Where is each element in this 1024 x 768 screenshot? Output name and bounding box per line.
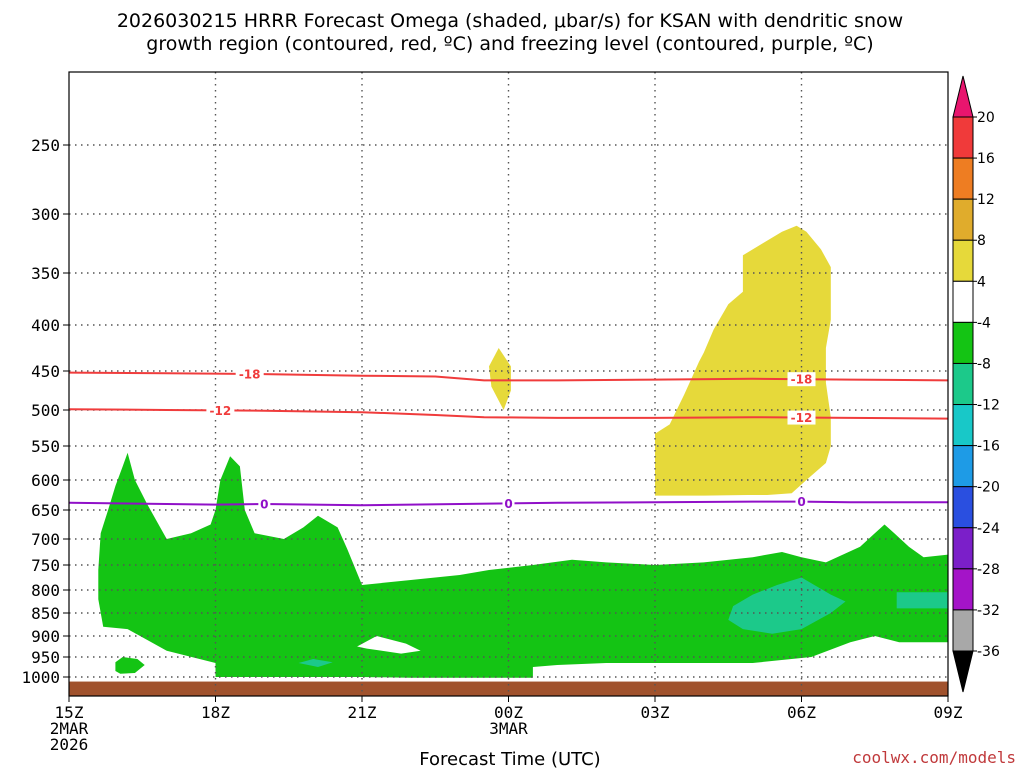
colorbar-box-7 — [952, 362, 974, 406]
colorbar-tick-label-12: -32 — [977, 603, 1000, 619]
terrain-below-surface — [69, 681, 948, 696]
grid-lines — [69, 72, 948, 696]
y-tick-label-950: 950 — [31, 648, 60, 667]
colorbar-box-1 — [952, 116, 974, 159]
x-axis-label: Forecast Time (UTC) — [419, 749, 600, 768]
dgz-minus12-label-0: -12 — [210, 404, 232, 418]
dgz-minus18-label-0: -18 — [239, 368, 261, 382]
colorbar-tick-label-3: 8 — [977, 233, 986, 249]
colorbar-tick-label-9: -20 — [977, 480, 1000, 496]
dgz-minus12-label-1: -12 — [791, 411, 813, 425]
colorbar-tick-label-10: -24 — [977, 521, 1000, 537]
x-tick-year-15Z: 2026 — [50, 735, 89, 754]
chart-title-line-1: 2026030215 HRRR Forecast Omega (shaded, … — [117, 10, 903, 32]
y-tick-label-850: 850 — [31, 604, 60, 623]
dgz-minus18-line — [68, 371, 949, 382]
x-tick-date-15Z: 2MAR — [50, 719, 89, 738]
omega-minus4-surface-blob — [115, 657, 145, 674]
y-tick-label-300: 300 — [31, 205, 60, 224]
colorbar-box-6 — [952, 321, 974, 364]
colorbar-box-5 — [952, 280, 974, 323]
dgz-minus18-label-1: -18 — [791, 373, 813, 387]
colorbar-tick-label-0: 20 — [977, 110, 995, 126]
x-tick-label-15Z: 15Z — [55, 703, 84, 722]
colorbar-box-11 — [952, 527, 974, 570]
freezing-level-0-label-2: 0 — [797, 495, 805, 509]
dgz-minus12-label-bg-1 — [787, 410, 816, 425]
colorbar-tick-label-8: -16 — [977, 439, 1000, 455]
y-tick-label-350: 350 — [31, 264, 60, 283]
colorbar-tick-label-11: -28 — [977, 562, 1000, 578]
colorbar-tick-label-13: -36 — [977, 644, 1000, 660]
freezing-level-0-label-bg-0 — [258, 497, 271, 511]
omega-zero-hole — [357, 636, 421, 654]
y-tick-label-250: 250 — [31, 136, 60, 155]
y-tick-label-650: 650 — [31, 501, 60, 520]
colorbar-box-8 — [952, 404, 974, 447]
freezing-level-0-label-bg-2 — [795, 494, 808, 509]
y-tick-label-750: 750 — [31, 556, 60, 575]
pressure-axis: 250 300 350 400 450 500 550 600 650 700 750 800 850 9… — [21, 136, 69, 687]
colorbar-box-10 — [952, 486, 974, 529]
omega-plus4-upper-cell — [489, 348, 511, 410]
colorbar-tick-label-7: -12 — [977, 398, 1000, 414]
colorbar: 20 16 12 8 4 -4 -8 -12 -16 -20 -24 -28 -32 -36 — [952, 75, 1000, 693]
freezing-level-0-label-1: 0 — [504, 497, 512, 511]
freezing-level-0-label-bg-1 — [502, 496, 515, 511]
x-tick-label-06Z: 06Z — [787, 703, 816, 722]
colorbar-box-9 — [952, 445, 974, 488]
y-tick-label-900: 900 — [31, 627, 60, 646]
y-tick-label-400: 400 — [31, 316, 60, 335]
contour-lines: -18 -18 -12 -12 0 0 0 — [68, 367, 949, 512]
colorbar-min-triangle — [952, 650, 974, 693]
colorbar-tick-label-5: -4 — [977, 315, 991, 331]
y-tick-label-600: 600 — [31, 471, 60, 490]
x-tick-label-18Z: 18Z — [201, 703, 230, 722]
chart-title-line-2: growth region (contoured, red, ºC) and f… — [146, 33, 873, 55]
x-tick-label-21Z: 21Z — [348, 703, 377, 722]
dgz-minus18-label-bg-0 — [235, 367, 264, 382]
colorbar-tick-label-2: 12 — [977, 192, 995, 208]
omega-minus8-mid-cell — [728, 577, 846, 634]
y-tick-label-800: 800 — [31, 581, 60, 600]
omega-minus8-surface-spot — [298, 659, 333, 667]
omega-shading — [69, 225, 948, 696]
y-tick-label-500: 500 — [31, 401, 60, 420]
freezing-level-0-label-0: 0 — [260, 498, 268, 512]
colorbar-box-4 — [952, 239, 974, 282]
y-tick-label-1000: 1000 — [21, 668, 60, 687]
x-tick-label-03Z: 03Z — [641, 703, 670, 722]
x-tick-date-00Z: 3MAR — [489, 719, 528, 738]
colorbar-tick-label-1: 16 — [977, 151, 995, 167]
dgz-minus12-label-bg-0 — [206, 403, 235, 418]
colorbar-box-13 — [952, 609, 974, 652]
colorbar-tick-label-6: -8 — [977, 356, 991, 372]
dgz-minus18-label-bg-1 — [787, 372, 816, 387]
colorbar-box-2 — [952, 157, 974, 200]
colorbar-max-triangle — [952, 75, 974, 118]
colorbar-box-3 — [952, 198, 974, 241]
omega-minus8-east-strip — [896, 592, 948, 609]
y-tick-label-450: 450 — [31, 362, 60, 381]
omega-plus4-main-cell — [655, 225, 831, 496]
x-tick-label-09Z: 09Z — [934, 703, 963, 722]
credit-label: coolwx.com/models — [852, 748, 1016, 767]
y-tick-label-550: 550 — [31, 437, 60, 456]
colorbar-tick-label-4: 4 — [977, 274, 986, 290]
y-tick-label-700: 700 — [31, 530, 60, 549]
colorbar-box-12 — [952, 568, 974, 611]
x-tick-label-00Z: 00Z — [494, 703, 523, 722]
